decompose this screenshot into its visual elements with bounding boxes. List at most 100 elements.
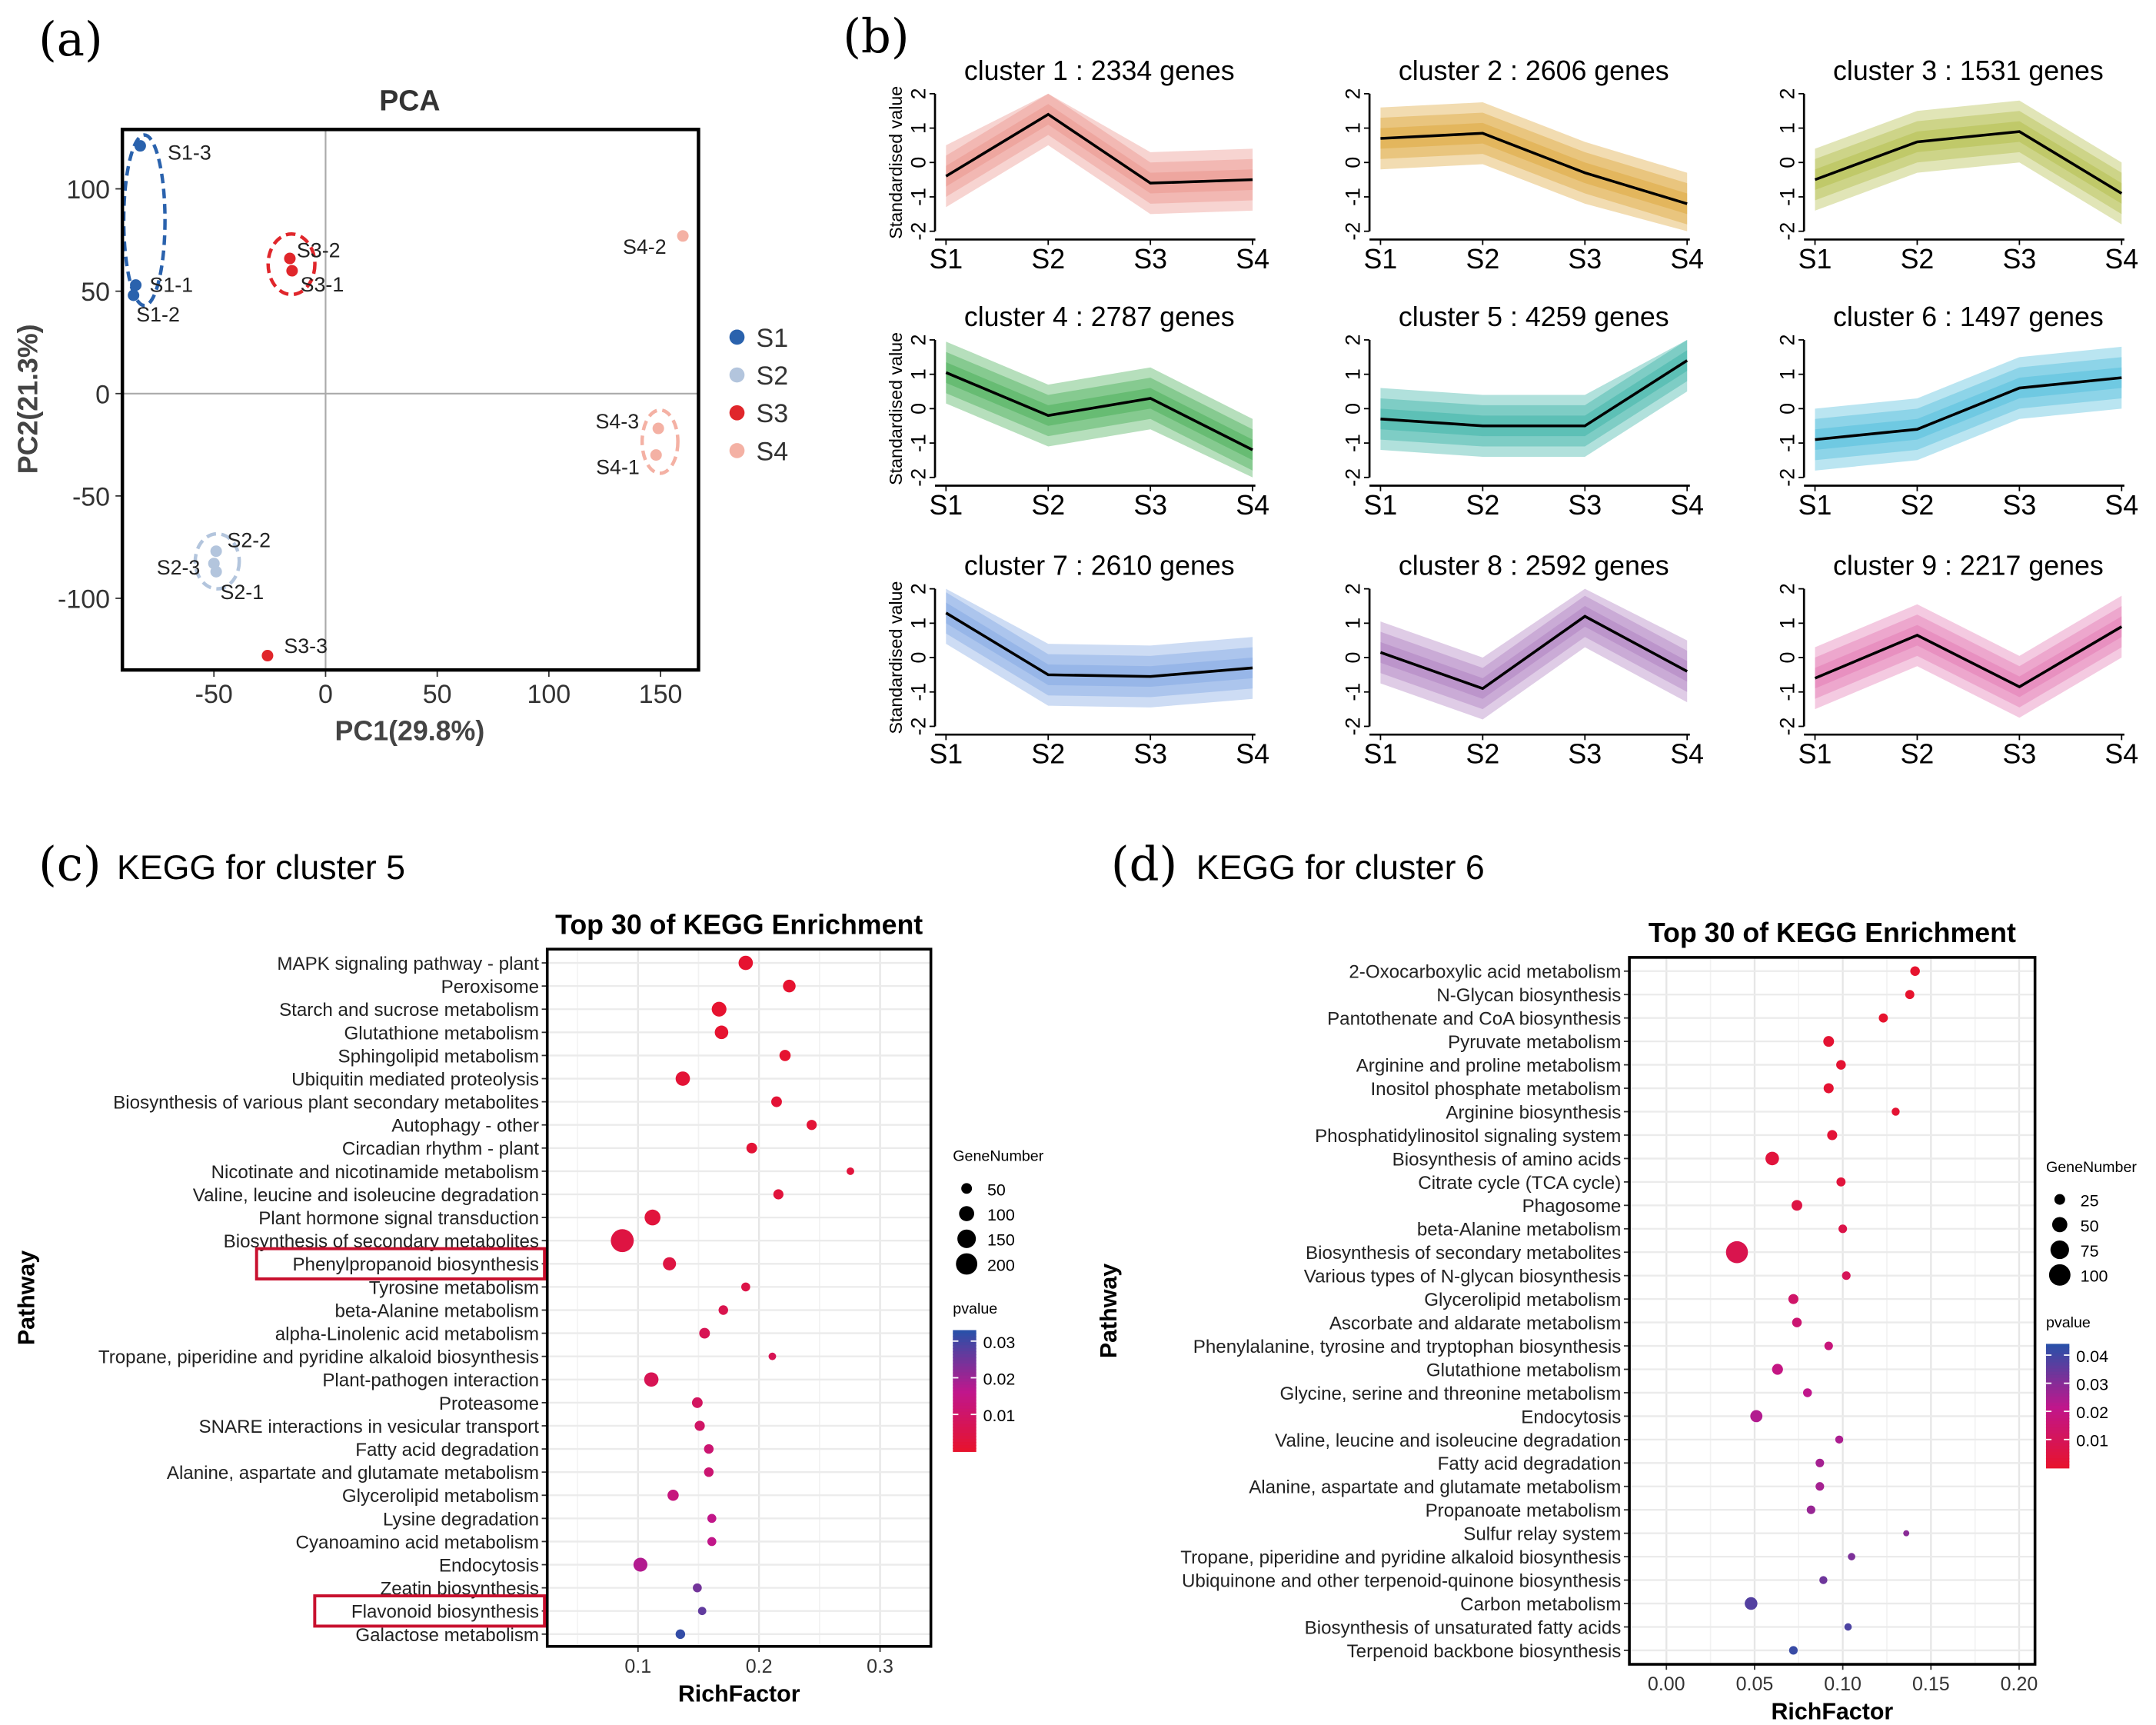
pca-point-S4-2 — [677, 230, 689, 242]
y-tick-label: 2 — [1342, 88, 1365, 99]
x-tick-label: S1 — [1364, 490, 1398, 521]
colorbar-segment — [953, 1399, 977, 1404]
y-tick-label: -1 — [1342, 683, 1365, 701]
size-legend-label: 100 — [987, 1206, 1015, 1224]
cluster-title: cluster 1 : 2334 genes — [964, 55, 1235, 86]
x-tick-label: S3 — [1133, 739, 1167, 770]
pca-point-label: S4-1 — [596, 456, 640, 479]
kegg-bubble — [783, 979, 796, 993]
colorbar-segment — [953, 1363, 977, 1367]
x-tick-label: S4 — [2104, 244, 2138, 275]
pca-point-S1-2 — [128, 289, 140, 301]
y-axis-label: Pathway — [14, 1250, 40, 1345]
pathway-label: Phagosome — [1522, 1196, 1622, 1217]
size-legend-label: 50 — [987, 1181, 1006, 1199]
kegg-bubble — [1905, 990, 1915, 1000]
cluster-title: cluster 3 : 1531 genes — [1833, 55, 2104, 86]
kegg-bubble — [1792, 1200, 1802, 1211]
colorbar-segment — [953, 1442, 977, 1447]
x-tick-label: S1 — [1798, 739, 1832, 770]
pathway-label: Glutathione metabolism — [1426, 1360, 1621, 1380]
colorbar-segment — [953, 1390, 977, 1395]
panel-label-d: (d) — [1111, 838, 1177, 892]
x-tick-label: S1 — [1364, 739, 1398, 770]
x-tick-label: S4 — [1236, 490, 1269, 521]
colorbar-segment — [953, 1357, 977, 1361]
y-tick-label: -1 — [1342, 434, 1365, 452]
colorbar-segment — [953, 1411, 977, 1416]
colorbar-segment — [953, 1384, 977, 1389]
y-tick-label: 0 — [907, 403, 930, 415]
colorbar-segment — [953, 1372, 977, 1377]
kegg-bubble — [1803, 1388, 1812, 1397]
y-tick-label: 1 — [907, 618, 930, 629]
pathway-label: Propanoate metabolism — [1426, 1500, 1622, 1521]
y-tick-label: -2 — [1342, 468, 1365, 487]
expression-band — [1815, 595, 2122, 718]
cluster-panel-1: -2 -1 0 1 2 S1 S2 S3 S4 cluster 1 : 2334 genes Sta… — [886, 55, 1269, 275]
kegg-bubble — [1750, 1410, 1763, 1423]
kegg-bubble — [644, 1372, 659, 1387]
size-legend-marker — [957, 1229, 977, 1248]
expression-band — [1380, 112, 1688, 225]
colorbar-segment — [953, 1369, 977, 1374]
kegg-bubble — [611, 1229, 634, 1253]
expression-band — [1815, 100, 2122, 225]
expression-band — [1380, 339, 1688, 457]
x-tick-label: 0.00 — [1648, 1673, 1685, 1695]
colorbar-segment — [2045, 1440, 2070, 1444]
kegg-bubble — [1848, 1553, 1855, 1560]
size-legend-label: 150 — [987, 1231, 1015, 1250]
kegg-bubble — [644, 1209, 660, 1226]
colorbar-segment — [2045, 1374, 2070, 1379]
colorbar-segment — [953, 1342, 977, 1347]
cluster-panel-9: -2 -1 0 1 2 S1 S2 S3 S4 cluster 9 : 2217 genes — [1776, 551, 2138, 770]
colorbar-segment — [953, 1430, 977, 1434]
kegg-bubble — [704, 1444, 714, 1454]
pathway-label: Valine, leucine and isoleucine degradati… — [1275, 1430, 1621, 1451]
kegg-bubble — [704, 1467, 714, 1477]
kegg-bubble — [1819, 1576, 1828, 1584]
colorbar-segment — [2045, 1424, 2070, 1429]
pathway-label: Endocytosis — [439, 1555, 539, 1576]
kegg-title: Top 30 of KEGG Enrichment — [1649, 917, 2016, 948]
expression-band — [1815, 616, 2122, 698]
y-tick-label: 2 — [907, 88, 930, 99]
pca-point-label: S1-1 — [149, 274, 193, 297]
cluster-panel-3: -2 -1 0 1 2 S1 S2 S3 S4 cluster 3 : 1531 genes — [1776, 55, 2138, 275]
colorbar-segment — [953, 1420, 977, 1425]
kegg-bubble — [707, 1514, 717, 1524]
legend-label: S4 — [757, 437, 789, 466]
kegg-bubble — [1844, 1623, 1852, 1631]
expression-band — [946, 592, 1253, 698]
kegg-bubble — [1792, 1317, 1802, 1327]
cluster-mean-line — [1814, 625, 2123, 689]
kegg-bubble — [707, 1537, 717, 1547]
y-tick-label: 0 — [907, 157, 930, 168]
panel-label-b: (b) — [843, 10, 909, 64]
x-tick-label: S2 — [1031, 490, 1065, 521]
pathway-label: Glycerolipid metabolism — [342, 1486, 539, 1507]
colorbar-segment — [2045, 1380, 2070, 1385]
kegg-bubble — [1806, 1505, 1815, 1514]
colorbar-segment — [953, 1378, 977, 1383]
y-tick-label: -2 — [907, 718, 930, 736]
colorbar-segment — [2045, 1356, 2070, 1360]
heading-c: KEGG for cluster 5 — [117, 849, 405, 887]
size-legend-label: 75 — [2081, 1242, 2099, 1260]
colorbar-segment — [2045, 1458, 2070, 1463]
legend-marker-S4 — [729, 443, 745, 458]
y-tick-label: 2 — [1776, 334, 1799, 345]
y-tick-label: 1 — [1776, 368, 1799, 380]
kegg-bubble — [711, 1001, 727, 1017]
cluster-title: cluster 6 : 1497 genes — [1833, 301, 2104, 332]
expression-band — [946, 351, 1253, 471]
x-tick-label: 0 — [318, 680, 333, 709]
confidence-ellipse-S4 — [640, 408, 680, 475]
kegg-bubble — [1878, 1013, 1888, 1023]
pathway-label: beta-Alanine metabolism — [1417, 1220, 1622, 1240]
pathway-label: SNARE interactions in vesicular transpor… — [199, 1417, 540, 1437]
expression-band — [1380, 588, 1688, 720]
pathway-label: Inositol phosphate metabolism — [1370, 1079, 1621, 1100]
pathway-label: Autophagy - other — [391, 1116, 539, 1137]
